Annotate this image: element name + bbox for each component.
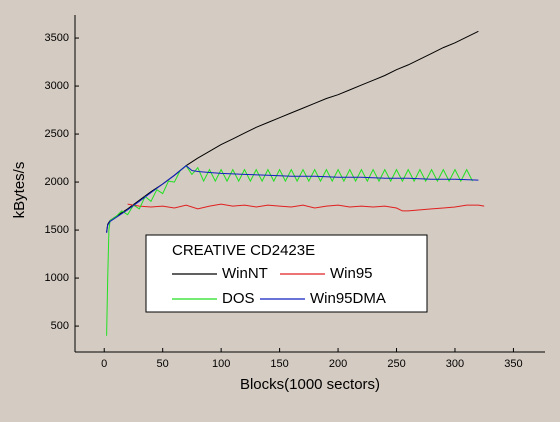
x-tick-label: 50: [157, 358, 169, 370]
y-tick-label: 2500: [45, 128, 69, 140]
series-line: [127, 203, 485, 212]
y-tick-label: 1500: [45, 224, 69, 236]
y-tick-label: 3000: [45, 80, 69, 92]
y-axis-title: kBytes/s: [11, 162, 28, 219]
series-line: [106, 165, 479, 233]
legend-title: CREATIVE CD2423E: [172, 242, 315, 259]
x-tick-label: 0: [101, 358, 107, 370]
x-axis-title: Blocks(1000 sectors): [240, 376, 380, 393]
legend-label: Win95DMA: [310, 290, 386, 307]
x-tick-label: 350: [504, 358, 522, 370]
legend-label: Win95: [330, 265, 373, 282]
x-tick-label: 150: [270, 358, 288, 370]
y-tick-label: 3500: [45, 32, 69, 44]
legend-label: WinNT: [222, 265, 268, 282]
x-tick-label: 300: [446, 358, 464, 370]
series-line: [106, 164, 473, 336]
y-tick-label: 2000: [45, 176, 69, 188]
x-tick-label: 200: [329, 358, 347, 370]
y-tick-label: 1000: [45, 272, 69, 284]
legend-label: DOS: [222, 290, 255, 307]
series-line: [106, 30, 479, 233]
y-tick-label: 500: [51, 320, 69, 332]
x-tick-label: 250: [387, 358, 405, 370]
x-tick-label: 100: [212, 358, 230, 370]
